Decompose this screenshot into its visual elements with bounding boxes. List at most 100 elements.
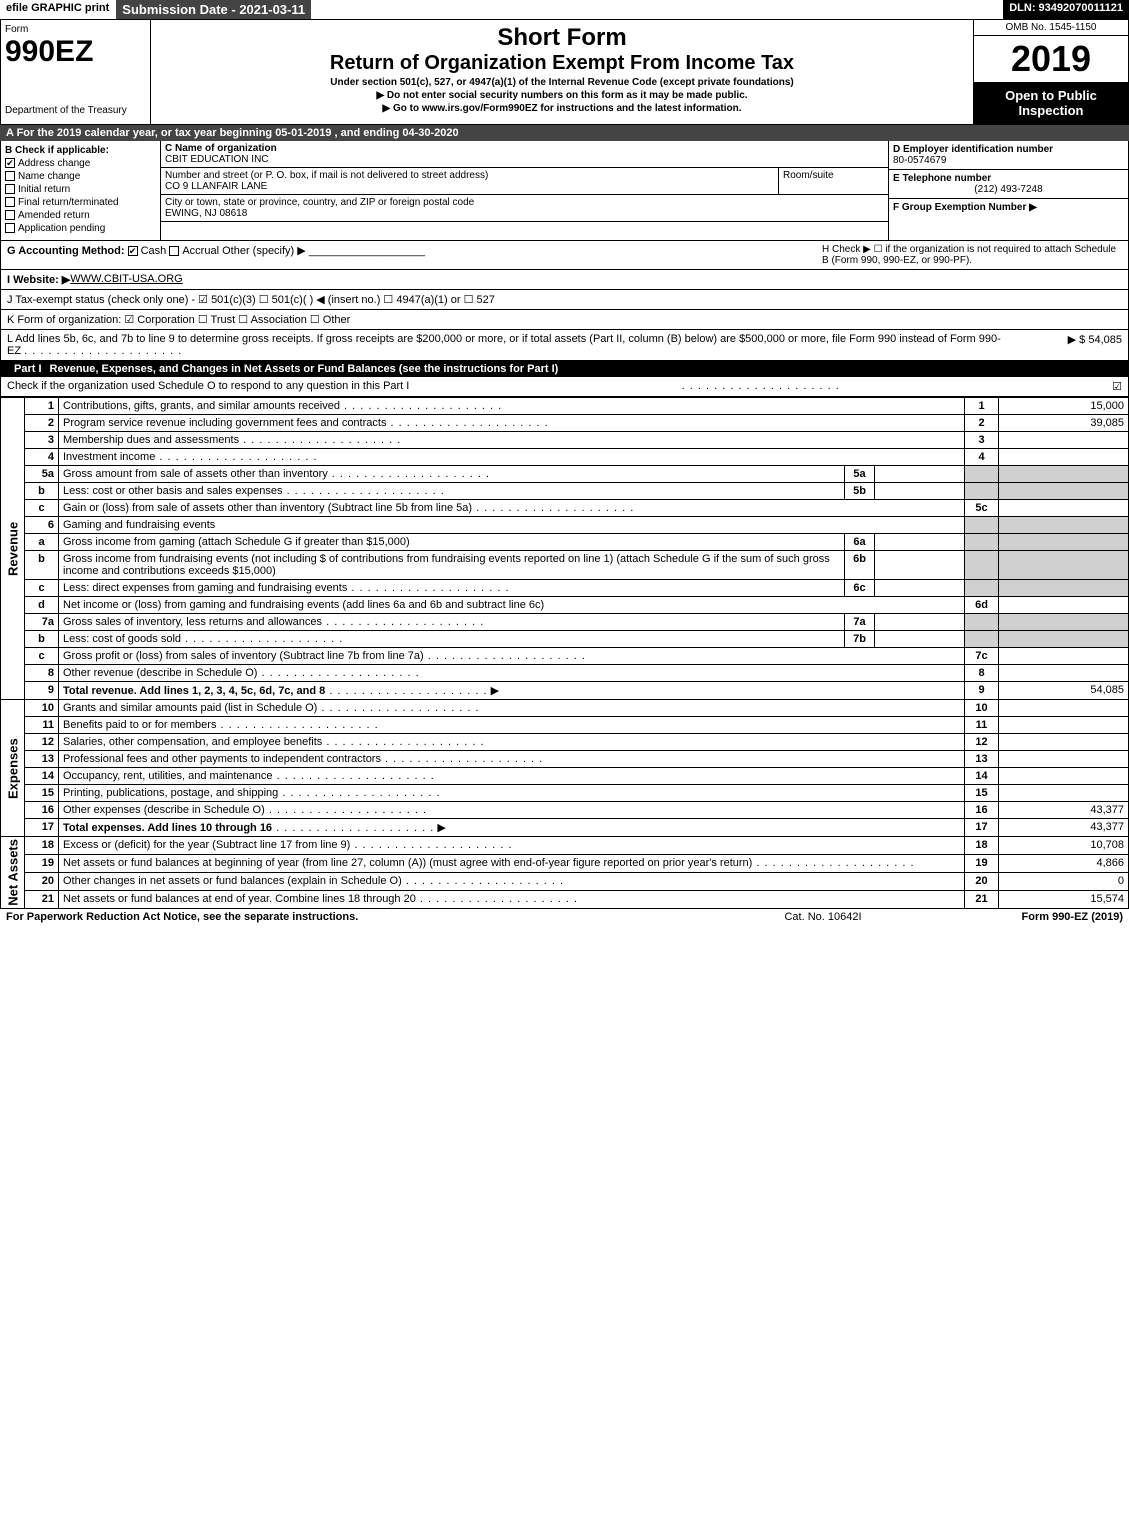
- row-i: I Website: ▶ WWW.CBIT-USA.ORG: [0, 270, 1129, 290]
- sub-amt: [875, 614, 965, 631]
- ln-num: b: [25, 551, 59, 580]
- ln-num: 6: [25, 517, 59, 534]
- ln-num: 12: [25, 734, 59, 751]
- chk-pending-icon[interactable]: [5, 223, 15, 233]
- website[interactable]: WWW.CBIT-USA.ORG: [70, 273, 182, 286]
- part1-header: Part I Revenue, Expenses, and Changes in…: [0, 361, 1129, 377]
- address-row: Number and street (or P. O. box, if mail…: [161, 168, 888, 195]
- rt-num: 9: [965, 682, 999, 700]
- rt-num: 20: [965, 872, 999, 890]
- ln-desc: Total expenses. Add lines 10 through 16: [63, 822, 272, 834]
- amt: [999, 500, 1129, 517]
- amt-blank: [999, 551, 1129, 580]
- amt-blank: [999, 466, 1129, 483]
- chk-address-icon[interactable]: [5, 158, 15, 168]
- ln-desc: Net assets or fund balances at end of ye…: [63, 893, 416, 905]
- info-block: B Check if applicable: Address change Na…: [0, 141, 1129, 241]
- ln-desc: Professional fees and other payments to …: [63, 753, 381, 765]
- k-label: K Form of organization: ☑ Corporation ☐ …: [7, 313, 350, 326]
- expenses-side-label: Expenses: [1, 700, 25, 837]
- sub-amt: [875, 483, 965, 500]
- rt-num: 12: [965, 734, 999, 751]
- check-o-box[interactable]: ☑: [1112, 380, 1122, 393]
- chk-final: Final return/terminated: [18, 197, 119, 208]
- city-label: City or town, state or province, country…: [165, 197, 474, 208]
- chk-initial-icon[interactable]: [5, 184, 15, 194]
- rt-blank: [965, 534, 999, 551]
- ln-desc: Gross profit or (loss) from sales of inv…: [63, 650, 424, 662]
- l-amount: ▶ $ 54,085: [1002, 333, 1122, 357]
- ln-desc: Net income or (loss) from gaming and fun…: [63, 599, 544, 611]
- j-label: J Tax-exempt status (check only one) - ☑…: [7, 293, 495, 306]
- rt-num: 19: [965, 854, 999, 872]
- rt-num: 1: [965, 398, 999, 415]
- amt: [999, 648, 1129, 665]
- street-address: CO 9 LLANFAIR LANE: [165, 181, 267, 192]
- ln-desc: Gross amount from sale of assets other t…: [63, 468, 328, 480]
- form-label: Form: [5, 24, 146, 35]
- ln-num: 20: [25, 872, 59, 890]
- amt: [999, 597, 1129, 614]
- chk-final-icon[interactable]: [5, 197, 15, 207]
- rt-blank: [965, 517, 999, 534]
- rt-num: 8: [965, 665, 999, 682]
- sub-num: 7a: [845, 614, 875, 631]
- title-short-form: Short Form: [159, 24, 965, 52]
- rt-num: 14: [965, 768, 999, 785]
- ln-num: c: [25, 580, 59, 597]
- check-o-text: Check if the organization used Schedule …: [7, 380, 409, 393]
- amt: 15,000: [999, 398, 1129, 415]
- ln-desc: Gain or (loss) from sale of assets other…: [63, 502, 472, 514]
- chk-accrual-icon[interactable]: [169, 246, 179, 256]
- g-other: Other (specify) ▶: [222, 245, 306, 257]
- page-footer: For Paperwork Reduction Act Notice, see …: [0, 909, 1129, 925]
- lines-table: Revenue 1 Contributions, gifts, grants, …: [0, 397, 1129, 909]
- amt: [999, 785, 1129, 802]
- efile-label[interactable]: efile GRAPHIC print: [0, 0, 116, 19]
- form-number: 990EZ: [5, 35, 146, 69]
- phone: (212) 493-7248: [893, 184, 1124, 195]
- ln-num: 19: [25, 854, 59, 872]
- g-cash: Cash: [141, 245, 167, 257]
- ln-desc: Investment income: [63, 451, 155, 463]
- sub-amt: [875, 466, 965, 483]
- ln-num: 2: [25, 415, 59, 432]
- chk-name-icon[interactable]: [5, 171, 15, 181]
- b-label: B Check if applicable:: [5, 145, 156, 156]
- rt-num: 18: [965, 837, 999, 855]
- rt-blank: [965, 466, 999, 483]
- rt-num: 15: [965, 785, 999, 802]
- subtitle-section: Under section 501(c), 527, or 4947(a)(1)…: [159, 77, 965, 88]
- amt: [999, 768, 1129, 785]
- e-label: E Telephone number: [893, 173, 991, 184]
- rt-blank: [965, 614, 999, 631]
- amt: 0: [999, 872, 1129, 890]
- rt-num: 6d: [965, 597, 999, 614]
- department: Department of the Treasury: [5, 105, 146, 116]
- part1-check-o: Check if the organization used Schedule …: [0, 377, 1129, 397]
- footer-right: Form 990-EZ (2019): [923, 911, 1123, 923]
- ln-num: b: [25, 483, 59, 500]
- ln-num: 1: [25, 398, 59, 415]
- row-j: J Tax-exempt status (check only one) - ☑…: [0, 290, 1129, 310]
- sub-num: 6c: [845, 580, 875, 597]
- ln-desc: Grants and similar amounts paid (list in…: [63, 702, 317, 714]
- ln-desc: Occupancy, rent, utilities, and maintena…: [63, 770, 273, 782]
- amt: [999, 665, 1129, 682]
- part1-label: Part I: [6, 363, 50, 375]
- ln-num: b: [25, 631, 59, 648]
- chk-amended-icon[interactable]: [5, 210, 15, 220]
- amt: 54,085: [999, 682, 1129, 700]
- ln-num: 15: [25, 785, 59, 802]
- ln-num: 8: [25, 665, 59, 682]
- i-label: I Website: ▶: [7, 273, 70, 286]
- ln-num: 17: [25, 819, 59, 837]
- chk-name: Name change: [18, 171, 80, 182]
- c-label: C Name of organization: [165, 143, 277, 154]
- row-k: K Form of organization: ☑ Corporation ☐ …: [0, 310, 1129, 330]
- chk-cash-icon[interactable]: [128, 246, 138, 256]
- ln-desc: Excess or (deficit) for the year (Subtra…: [63, 839, 350, 851]
- ln-num: 4: [25, 449, 59, 466]
- title-return: Return of Organization Exempt From Incom…: [159, 52, 965, 75]
- ln-desc: Other expenses (describe in Schedule O): [63, 804, 265, 816]
